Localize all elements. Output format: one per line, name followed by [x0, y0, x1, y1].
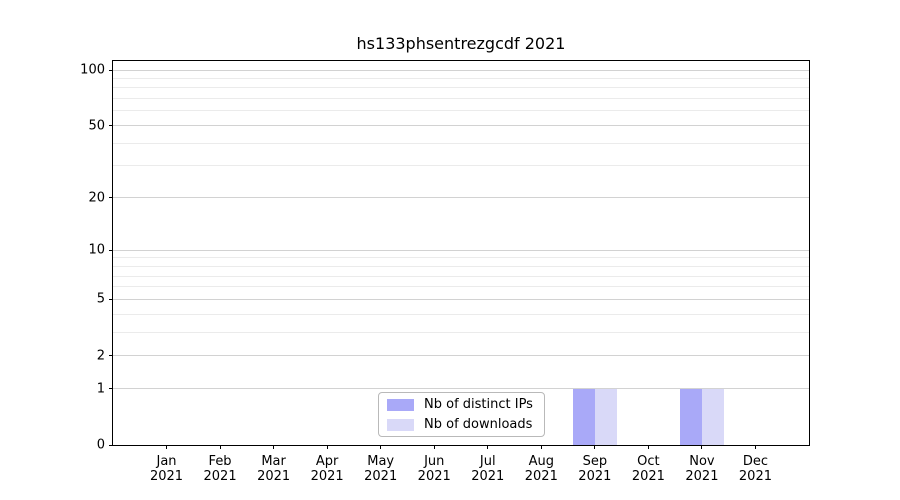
x-tick-year: 2021 [203, 469, 237, 484]
gridline-minor [113, 142, 809, 144]
y-tick-label: 10 [88, 242, 105, 258]
legend-swatch-downloads-icon [387, 418, 414, 431]
y-tick-mark [109, 69, 113, 71]
x-tick-mark [594, 445, 596, 449]
x-tick-mark [540, 445, 542, 449]
x-tick-label: Oct 2021 [632, 454, 665, 484]
x-tick-year: 2021 [257, 469, 291, 484]
y-tick-label: 100 [80, 62, 105, 78]
x-tick-label: May 2021 [364, 454, 397, 484]
x-tick-month: Oct [637, 454, 660, 469]
plot-area: 0 1 2 5 10 20 50 100 Jan 2021 Feb 2021 Mar 2021 Apr 20… [80, 60, 810, 484]
chart-title: hs133phsentrezgcdf 2021 [356, 34, 566, 53]
y-tick-mark [109, 125, 113, 127]
x-tick-label: Jan 2021 [150, 454, 183, 484]
legend-label-downloads: Nb of downloads [424, 417, 533, 432]
x-tick-month: Apr [315, 454, 339, 469]
gridline-minor [113, 286, 809, 288]
gridline-major [113, 69, 809, 71]
bar-downloads [594, 388, 617, 445]
x-tick-year: 2021 [738, 469, 772, 484]
gridline-major [113, 355, 809, 357]
x-tick-label: Mar 2021 [257, 454, 290, 484]
x-tick-label: Aug 2021 [525, 454, 558, 484]
bar-distinct-ips [679, 388, 702, 445]
x-tick-month: Mar [261, 454, 286, 469]
x-tick-year: 2021 [417, 469, 451, 484]
x-tick-year: 2021 [149, 469, 184, 484]
y-tick-mark [109, 298, 113, 300]
x-tick-label: Nov 2021 [685, 454, 718, 484]
x-tick-year: 2021 [631, 469, 665, 484]
x-tick-month: Nov [689, 454, 715, 469]
x-tick-mark [433, 445, 435, 449]
x-tick-mark [647, 445, 649, 449]
y-tick-label: 2 [96, 348, 105, 364]
x-tick-mark [487, 445, 489, 449]
gridline-minor [113, 110, 809, 112]
legend-item-distinct-ips: Nb of distinct IPs [387, 397, 536, 413]
x-tick-mark [754, 445, 756, 449]
y-tick-label: 50 [88, 118, 105, 134]
gridline-minor [113, 275, 809, 277]
gridline-minor [113, 257, 809, 259]
x-tick-month: Jul [479, 454, 496, 469]
x-tick-mark [166, 445, 168, 449]
legend: Nb of distinct IPs Nb of downloads [378, 392, 545, 437]
legend-item-downloads: Nb of downloads [387, 417, 536, 433]
x-tick-month: Dec [742, 454, 769, 469]
x-tick-month: Aug [528, 454, 554, 469]
gridline-minor [113, 331, 809, 333]
x-tick-month: May [367, 454, 395, 469]
legend-swatch-distinct-ips-icon [387, 398, 414, 411]
x-tick-label: Apr 2021 [311, 454, 344, 484]
y-tick-label: 20 [88, 190, 105, 206]
x-tick-label: Dec 2021 [739, 454, 772, 484]
x-tick-year: 2021 [310, 469, 344, 484]
x-tick-month: Sep [582, 454, 608, 469]
x-tick-year: 2021 [578, 469, 612, 484]
x-tick-mark [380, 445, 382, 449]
y-tick-mark [109, 249, 113, 251]
x-tick-month: Jan [156, 454, 177, 469]
x-tick-mark [326, 445, 328, 449]
gridline-minor [113, 265, 809, 267]
y-tick-label: 0 [96, 437, 105, 453]
y-tick-mark [109, 388, 113, 390]
y-tick-mark [109, 355, 113, 357]
x-tick-year: 2021 [685, 469, 719, 484]
legend-label-distinct-ips: Nb of distinct IPs [424, 397, 533, 412]
x-tick-mark [219, 445, 221, 449]
x-tick-label: Sep 2021 [578, 454, 611, 484]
gridline-major [113, 298, 809, 300]
gridline-major [113, 249, 809, 251]
x-tick-mark [273, 445, 275, 449]
y-tick-label: 5 [96, 291, 105, 307]
y-tick-mark [109, 197, 113, 199]
y-tick-mark [109, 444, 113, 446]
x-tick-label: Jun 2021 [418, 454, 451, 484]
x-tick-mark [701, 445, 703, 449]
gridline-major [113, 125, 809, 127]
x-tick-label: Feb 2021 [204, 454, 237, 484]
gridline-minor [113, 98, 809, 100]
gridline-minor [113, 87, 809, 89]
gridline-minor [113, 313, 809, 315]
bar-downloads [701, 388, 724, 445]
gridline-minor [113, 165, 809, 167]
x-tick-label: Jul 2021 [471, 454, 504, 484]
x-tick-year: 2021 [524, 469, 558, 484]
bar-distinct-ips [572, 388, 595, 445]
x-tick-year: 2021 [364, 469, 398, 484]
x-tick-month: Jun [424, 454, 445, 469]
gridline-minor [113, 77, 809, 79]
y-tick-label: 1 [96, 381, 105, 397]
x-tick-year: 2021 [471, 469, 505, 484]
gridline-major [113, 197, 809, 199]
x-tick-month: Feb [208, 454, 232, 469]
